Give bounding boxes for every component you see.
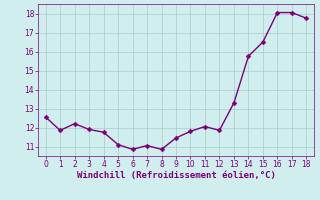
X-axis label: Windchill (Refroidissement éolien,°C): Windchill (Refroidissement éolien,°C): [76, 171, 276, 180]
